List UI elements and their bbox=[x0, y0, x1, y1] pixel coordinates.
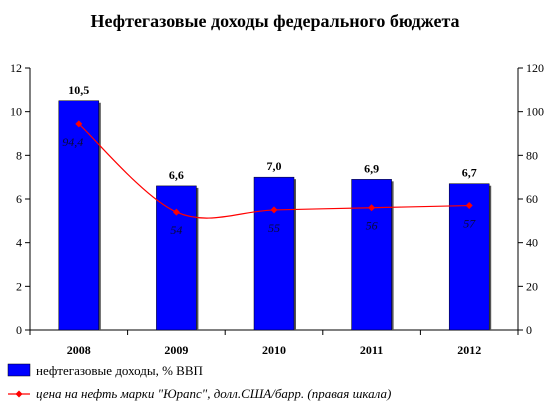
bar-value-label: 10,5 bbox=[68, 83, 89, 97]
price-point bbox=[465, 202, 473, 210]
x-tick-label: 2011 bbox=[360, 343, 383, 357]
bar bbox=[253, 176, 295, 331]
bars-layer bbox=[58, 100, 492, 331]
labels-layer: 10,5 6,6 7,0 6,9 6,7 94,4 54 55 56 57 bbox=[62, 83, 476, 237]
bar-value-label: 6,6 bbox=[169, 168, 184, 182]
x-tick-label: 2009 bbox=[164, 343, 188, 357]
price-value-label: 94,4 bbox=[62, 135, 83, 149]
y-right-tick-label: 40 bbox=[526, 236, 538, 250]
line-layer bbox=[75, 120, 473, 219]
y-left-tick-label: 0 bbox=[16, 323, 22, 337]
y-right-tick-label: 120 bbox=[526, 61, 544, 75]
bar bbox=[156, 185, 197, 331]
y-left-tick-label: 12 bbox=[10, 61, 22, 75]
price-line bbox=[78, 123, 470, 219]
chart-title: Нефтегазовые доходы федерального бюджета bbox=[90, 11, 459, 31]
legend-label-line: цена на нефть марки "Юрапс", долл.США/ба… bbox=[36, 386, 391, 401]
y-right-tick-label: 0 bbox=[526, 323, 532, 337]
bar bbox=[58, 100, 100, 331]
y-left-tick-label: 10 bbox=[10, 105, 22, 119]
y-right-tick-label: 20 bbox=[526, 279, 538, 293]
y-right-tick-label: 100 bbox=[526, 105, 544, 119]
y-left-tick-label: 2 bbox=[16, 279, 22, 293]
price-value-label: 54 bbox=[170, 223, 182, 237]
y-left-tick-label: 8 bbox=[16, 148, 22, 162]
price-point bbox=[368, 204, 376, 212]
bar-value-label: 7,0 bbox=[267, 159, 282, 173]
legend-swatch-marker bbox=[15, 390, 23, 398]
price-point bbox=[172, 208, 180, 216]
legend-label-bar: нефтегазовые доходы, % ВВП bbox=[36, 363, 203, 378]
price-value-label: 56 bbox=[366, 219, 378, 233]
bar-value-label: 6,7 bbox=[462, 166, 477, 180]
bar bbox=[351, 179, 392, 331]
y-right-tick-label: 80 bbox=[526, 148, 538, 162]
price-value-label: 55 bbox=[268, 221, 280, 235]
price-point bbox=[270, 206, 278, 214]
price-point bbox=[75, 120, 83, 128]
y-left-tick-label: 6 bbox=[16, 192, 22, 206]
legend: нефтегазовые доходы, % ВВП цена на нефть … bbox=[7, 363, 391, 401]
legend-swatch-bar bbox=[7, 363, 31, 377]
x-tick-label: 2008 bbox=[67, 343, 91, 357]
y-right-tick-label: 60 bbox=[526, 192, 538, 206]
bar-value-label: 6,9 bbox=[364, 161, 379, 175]
price-value-label: 57 bbox=[463, 217, 476, 231]
x-tick-label: 2010 bbox=[262, 343, 286, 357]
y-left-tick-label: 4 bbox=[16, 236, 22, 250]
x-tick-label: 2012 bbox=[457, 343, 481, 357]
